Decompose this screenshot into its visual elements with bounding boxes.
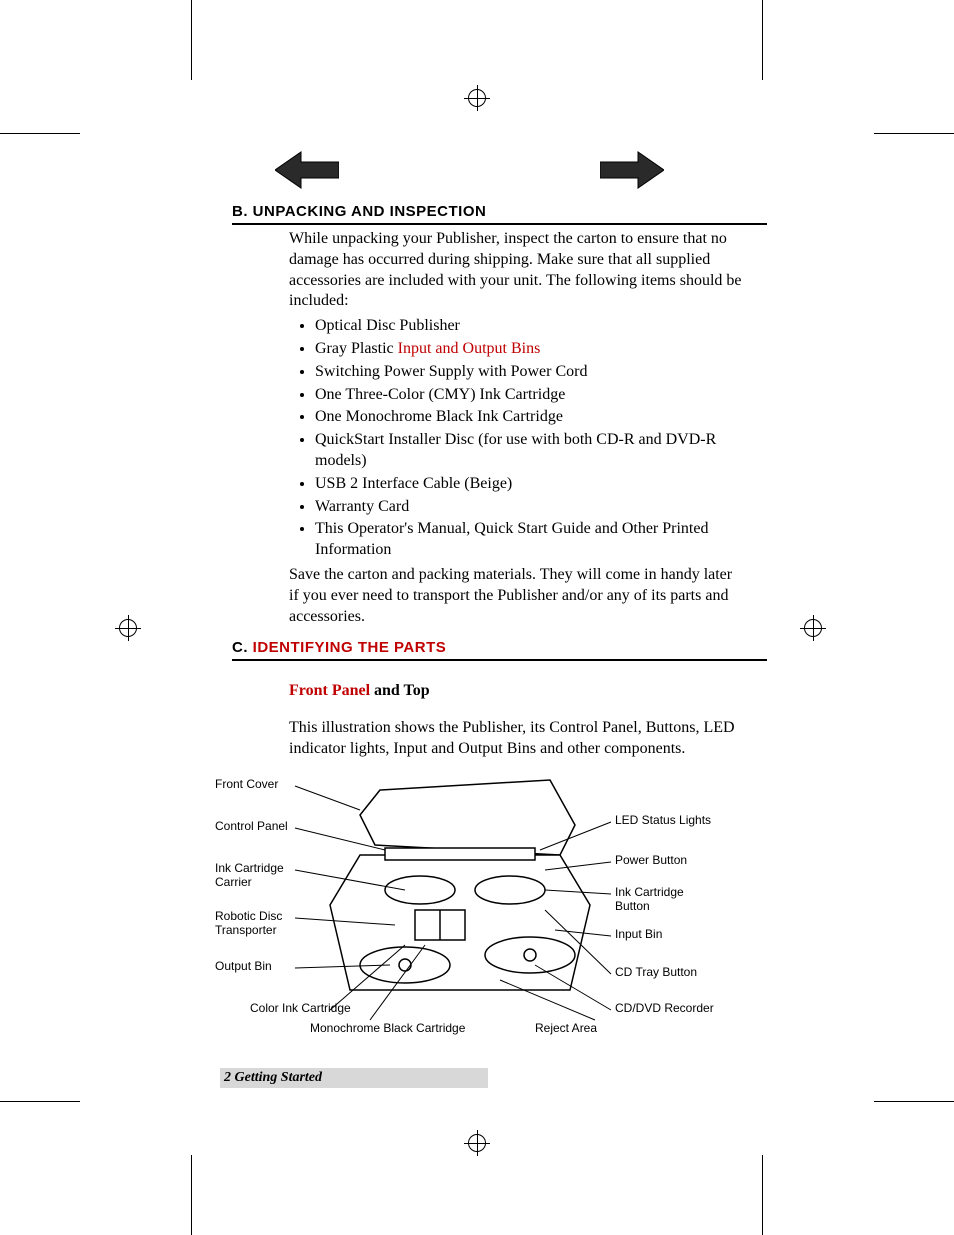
list-item: Optical Disc Publisher: [315, 316, 744, 337]
list-item: One Monochrome Black Ink Cartridge: [315, 407, 744, 428]
included-items-list: Optical Disc PublisherGray Plastic Input…: [315, 316, 744, 561]
diagram-label-reject: Reject Area: [535, 1022, 597, 1036]
parts-diagram: Front Cover Control Panel Ink CartridgeCar…: [210, 770, 760, 1050]
section-c-letter: C.: [232, 639, 248, 656]
diagram-label-mono-cart: Monochrome Black Cartridge: [310, 1022, 465, 1036]
list-item: Gray Plastic Input and Output Bins: [315, 339, 744, 360]
arrow-right-icon: [600, 150, 664, 190]
crop-mark: [762, 0, 763, 80]
registration-mark: [115, 615, 141, 641]
arrow-left-icon: [275, 150, 339, 190]
next-page-button[interactable]: [600, 150, 664, 190]
diagram-label-control-panel: Control Panel: [215, 820, 288, 834]
section-b-heading: B. UNPACKING AND INSPECTION: [232, 203, 767, 225]
list-item: USB 2 Interface Cable (Beige): [315, 474, 744, 495]
section-c-intro: This illustration shows the Publisher, i…: [289, 718, 744, 760]
section-b-intro: While unpacking your Publisher, inspect …: [289, 229, 744, 312]
diagram-label-cd-tray: CD Tray Button: [615, 966, 697, 980]
crop-mark: [874, 133, 954, 134]
registration-mark: [464, 85, 490, 111]
page-footer: 2 Getting Started: [220, 1068, 488, 1088]
prev-page-button[interactable]: [275, 150, 339, 190]
section-c-heading: C. IDENTIFYING THE PARTS: [232, 639, 767, 661]
crop-mark: [762, 1155, 763, 1235]
list-item: Warranty Card: [315, 497, 744, 518]
crop-mark: [0, 133, 80, 134]
section-b-letter: B.: [232, 203, 248, 220]
crop-mark: [874, 1101, 954, 1102]
footer-section: Getting Started: [235, 1070, 323, 1085]
crop-mark: [191, 0, 192, 80]
crop-mark: [191, 1155, 192, 1235]
page-number: 2: [224, 1070, 231, 1085]
diagram-label-ink-btn: Ink CartridgeButton: [615, 886, 684, 914]
list-item: This Operator's Manual, Quick Start Guid…: [315, 519, 744, 561]
diagram-label-recorder: CD/DVD Recorder: [615, 1002, 714, 1016]
section-b-title: UNPACKING AND INSPECTION: [253, 203, 487, 220]
section-c-body: Front Panel and Top This illustration sh…: [289, 665, 744, 763]
diagram-label-ink-carrier: Ink CartridgeCarrier: [215, 862, 284, 890]
section-b-body: While unpacking your Publisher, inspect …: [289, 229, 744, 631]
section-b-outro: Save the carton and packing materials. T…: [289, 565, 744, 627]
diagram-label-color-cart: Color Ink Cartridge: [250, 1002, 351, 1016]
crop-mark: [0, 1101, 80, 1102]
list-item: One Three-Color (CMY) Ink Cartridge: [315, 385, 744, 406]
diagram-label-robotic: Robotic DiscTransporter: [215, 910, 282, 938]
diagram-label-input-bin: Input Bin: [615, 928, 662, 942]
diagram-label-front-cover: Front Cover: [215, 778, 278, 792]
section-c-title: IDENTIFYING THE PARTS: [253, 639, 447, 656]
registration-mark: [800, 615, 826, 641]
list-item: QuickStart Installer Disc (for use with …: [315, 430, 744, 472]
registration-mark: [464, 1130, 490, 1156]
list-item: Switching Power Supply with Power Cord: [315, 362, 744, 383]
diagram-label-power: Power Button: [615, 854, 687, 868]
front-panel-subtitle: Front Panel and Top: [289, 681, 744, 702]
diagram-label-led: LED Status Lights: [615, 814, 711, 828]
diagram-label-output-bin: Output Bin: [215, 960, 272, 974]
